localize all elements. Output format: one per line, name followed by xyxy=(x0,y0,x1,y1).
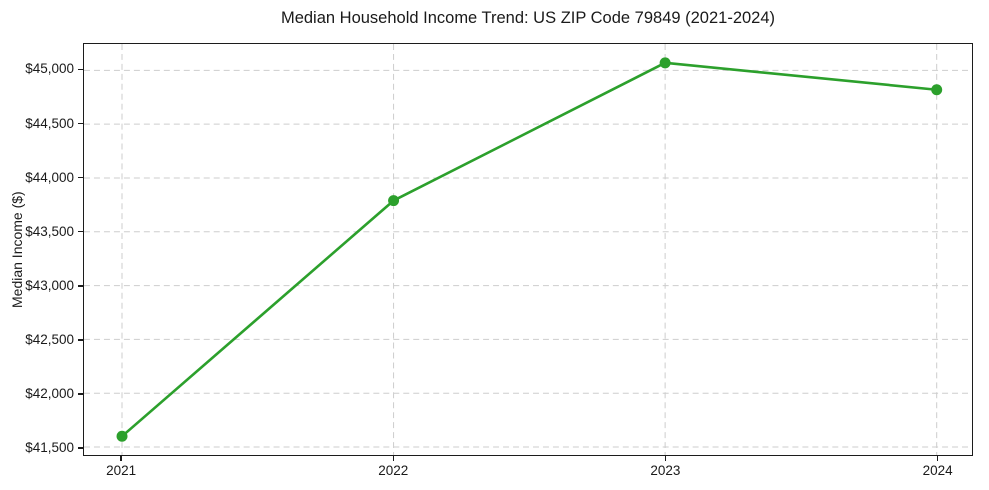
data-point-marker xyxy=(116,430,128,442)
y-tick-label: $44,000 xyxy=(25,169,74,185)
trend-line xyxy=(120,61,938,438)
x-tick-label: 2022 xyxy=(378,463,409,478)
y-tick-label: $43,000 xyxy=(25,277,74,293)
line-plot-svg xyxy=(84,44,972,455)
y-tick-label: $45,000 xyxy=(25,61,74,77)
y-tick-label: $41,500 xyxy=(25,439,74,455)
y-tick-mark xyxy=(78,122,83,125)
y-tick-label: $42,500 xyxy=(25,331,74,347)
x-tick-mark xyxy=(392,456,395,461)
x-tick-mark xyxy=(936,456,939,461)
x-tick-label: 2024 xyxy=(922,463,953,478)
x-tick-mark xyxy=(664,456,667,461)
y-tick-mark xyxy=(78,393,83,395)
y-tick-mark xyxy=(78,285,83,287)
y-tick-mark xyxy=(78,176,83,179)
y-tick-mark xyxy=(78,339,83,341)
plot-area xyxy=(83,43,973,456)
chart-title: Median Household Income Trend: US ZIP Co… xyxy=(280,9,776,27)
x-tick-label: 2023 xyxy=(650,463,681,478)
y-tick-label: $43,500 xyxy=(25,223,74,239)
y-tick-mark xyxy=(78,447,83,449)
data-point-marker xyxy=(388,195,400,207)
data-point-marker xyxy=(931,84,943,96)
y-tick-mark xyxy=(78,68,83,71)
y-tick-label: $44,500 xyxy=(25,115,74,131)
x-tick-label: 2021 xyxy=(106,463,137,478)
x-tick-mark xyxy=(120,456,122,461)
y-tick-label: $42,000 xyxy=(25,385,74,401)
data-point-marker xyxy=(659,57,671,69)
y-tick-mark xyxy=(78,230,83,233)
